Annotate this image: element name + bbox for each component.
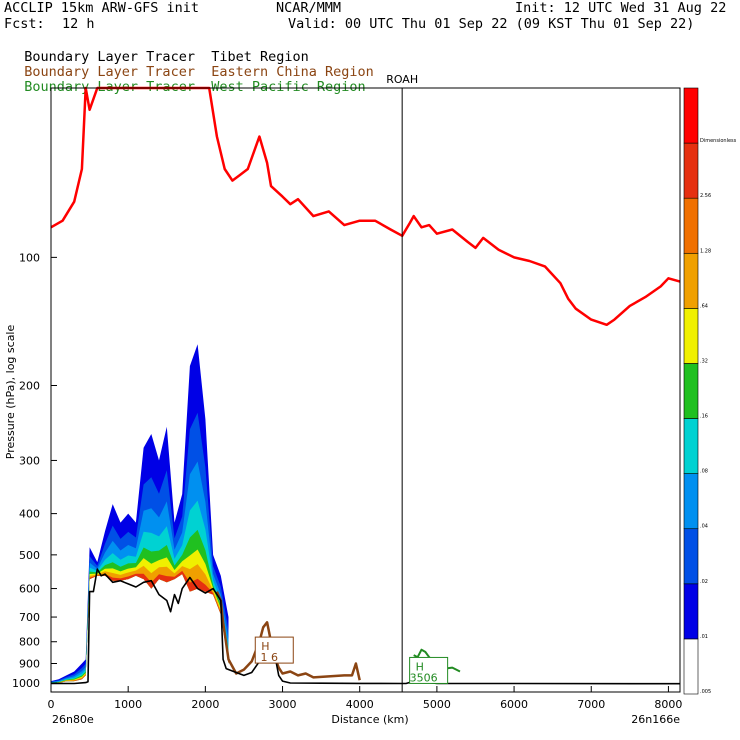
y-tick-label-8: 900 bbox=[19, 658, 40, 671]
colorbar-segment-5 bbox=[683, 363, 699, 419]
colorbar-segment-0 bbox=[683, 638, 699, 695]
legend-tibet-label: Boundary Layer Tracer bbox=[24, 49, 195, 65]
colorbar: .005 .01 .02 .04 .08 .16 .32 .64 1.28 2.56 Dimensi… bbox=[683, 87, 737, 695]
colorbar-level-2: .02 bbox=[700, 579, 708, 585]
legend-eastern-china: Boundary Layer Tracer Eastern China Regi… bbox=[8, 50, 374, 80]
colorbar-segment-9 bbox=[683, 142, 699, 199]
high-box-1 bbox=[409, 656, 449, 684]
x-tick-label-3: 3000 bbox=[269, 698, 297, 711]
y-tick-label-0: 100 bbox=[19, 251, 40, 264]
tracer-band-6 bbox=[51, 564, 229, 683]
fcst-value: 12 h bbox=[62, 16, 95, 32]
x-tick-label-6: 6000 bbox=[500, 698, 528, 711]
colorbar-level-4: .08 bbox=[700, 469, 708, 475]
tracer-band-7 bbox=[51, 570, 229, 683]
start-location-label: 26n80e bbox=[52, 713, 94, 726]
colorbar-segment-1 bbox=[683, 583, 699, 640]
tibet-tracer-line bbox=[50, 568, 681, 685]
colorbar-level-6: .32 bbox=[700, 358, 708, 364]
x-tick-label-7: 7000 bbox=[577, 698, 605, 711]
legend-eastern-china-label: Boundary Layer Tracer bbox=[24, 64, 195, 80]
x-tick-label-5: 5000 bbox=[423, 698, 451, 711]
x-tick-label-4: 4000 bbox=[346, 698, 374, 711]
model-title: ACCLIP 15km ARW-GFS init bbox=[4, 0, 200, 16]
init-time: Init: 12 UTC Wed 31 Aug 22 bbox=[515, 0, 727, 16]
x-tick-label-2: 2000 bbox=[191, 698, 219, 711]
high-box-0 bbox=[254, 636, 294, 664]
end-location-label: 26n166e bbox=[631, 713, 680, 726]
legend-eastern-china-region: Eastern China Region bbox=[211, 64, 374, 80]
x-axis-label: Distance (km) bbox=[331, 713, 408, 726]
plot-frame bbox=[50, 87, 681, 693]
station-marker-label: ROAH bbox=[386, 73, 418, 86]
colorbar-segment-6 bbox=[683, 308, 699, 364]
colorbar-level-5: .16 bbox=[700, 414, 708, 420]
colorbar-segment-8 bbox=[683, 197, 699, 254]
colorbar-level-3: .04 bbox=[700, 524, 708, 530]
colorbar-segment-10 bbox=[683, 87, 699, 144]
eastern-china-tracer-line bbox=[215, 591, 361, 681]
legend-west-pacific-region: West Pacific Region bbox=[211, 79, 366, 95]
high-value-1: 3506 bbox=[410, 671, 438, 684]
tracer-band-3 bbox=[51, 500, 229, 683]
legend-tibet: Boundary Layer Tracer Tibet Region bbox=[8, 35, 309, 65]
colorbar-level-10: Dimensionless bbox=[700, 138, 737, 144]
high-value-0: 1 6 bbox=[261, 651, 279, 664]
tropopause-red-line bbox=[50, 86, 681, 327]
legend-west-pacific: Boundary Layer Tracer West Pacific Regio… bbox=[8, 65, 366, 95]
colorbar-segment-7 bbox=[683, 252, 699, 309]
x-tick-label-8: 8000 bbox=[654, 698, 682, 711]
fcst-label: Fcst: bbox=[4, 16, 45, 32]
colorbar-segment-3 bbox=[683, 473, 699, 530]
y-tick-label-5: 600 bbox=[19, 583, 40, 596]
y-tick-label-1: 200 bbox=[19, 379, 40, 392]
high-label-1: H bbox=[416, 660, 424, 673]
colorbar-segment-2 bbox=[683, 528, 699, 585]
x-tick-label-0: 0 bbox=[48, 698, 55, 711]
org-label: NCAR/MMM bbox=[276, 0, 342, 16]
colorbar-level-1: .01 bbox=[700, 634, 708, 640]
y-tick-label-6: 700 bbox=[19, 611, 40, 624]
legend-tibet-region: Tibet Region bbox=[211, 49, 309, 65]
x-tick-label-1: 1000 bbox=[114, 698, 142, 711]
high-label-0: H bbox=[261, 640, 269, 653]
colorbar-segment-4 bbox=[683, 418, 699, 474]
y-tick-label-2: 300 bbox=[19, 454, 40, 467]
valid-time: Valid: 00 UTC Thu 01 Sep 22 (09 KST Thu … bbox=[288, 16, 695, 32]
y-tick-label-7: 800 bbox=[19, 636, 40, 649]
colorbar-level-0: .005 bbox=[700, 689, 711, 695]
colorbar-level-9: 2.56 bbox=[700, 193, 711, 199]
colorbar-level-7: .64 bbox=[700, 303, 708, 309]
y-tick-label-3: 400 bbox=[19, 508, 40, 521]
y-axis-label: Pressure (hPa), log scale bbox=[4, 325, 17, 460]
colorbar-level-8: 1.28 bbox=[700, 248, 711, 254]
y-tick-label-4: 500 bbox=[19, 549, 40, 562]
y-tick-label-9: 1000 bbox=[12, 677, 40, 690]
